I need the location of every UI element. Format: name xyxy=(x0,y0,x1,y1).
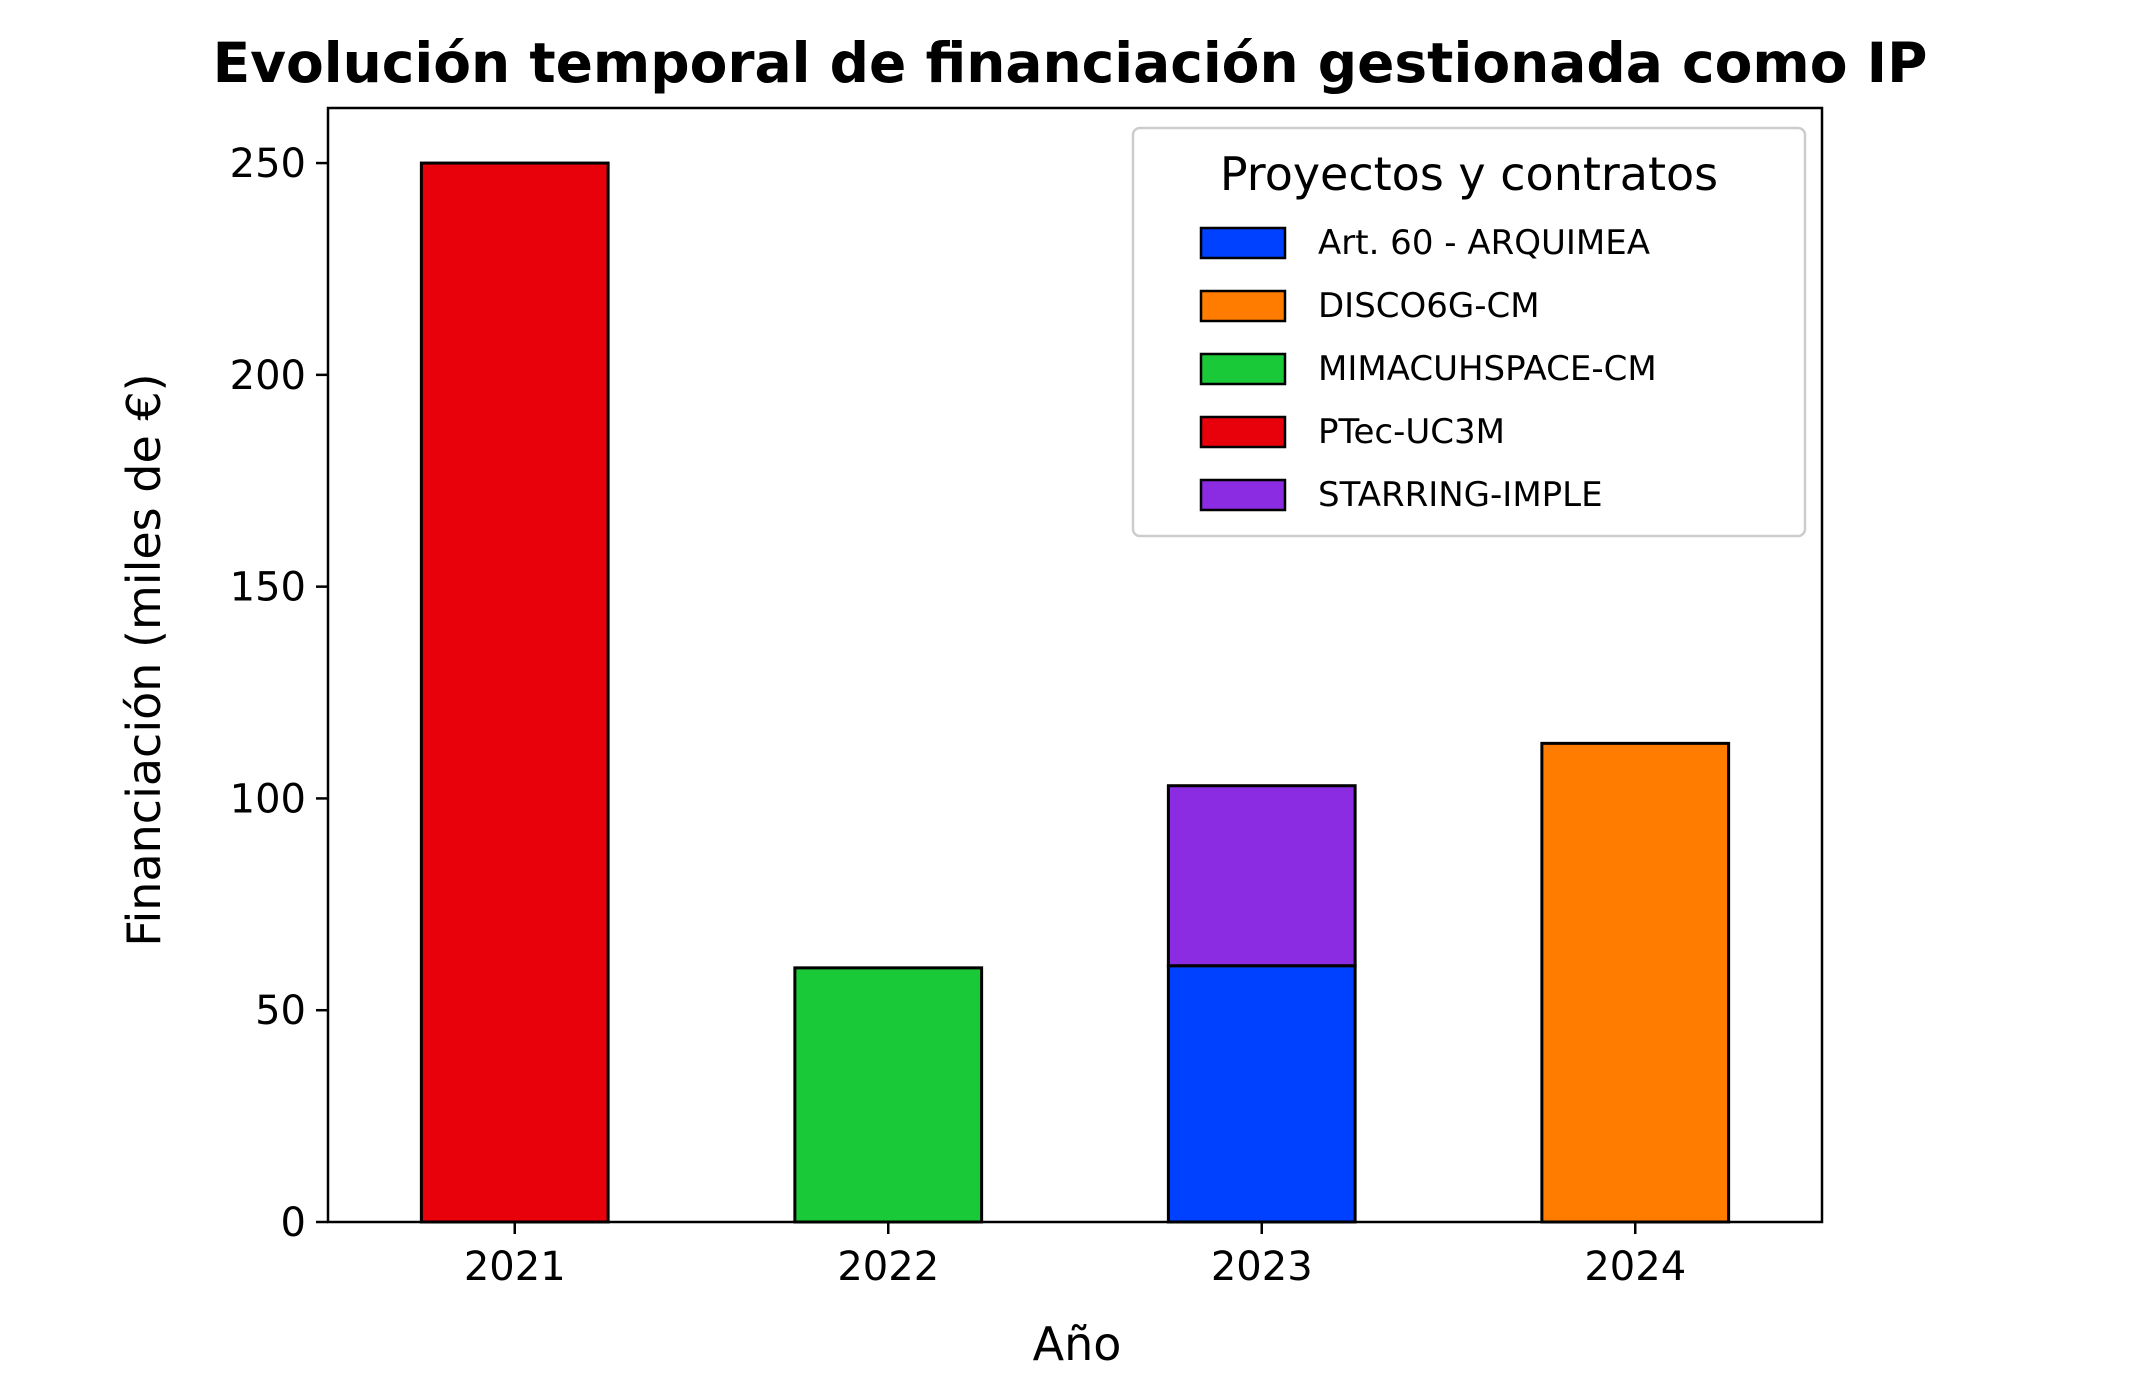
bar-starring-imple-2023 xyxy=(1166,784,1357,968)
y-axis-label: Financiación (miles de €) xyxy=(117,373,171,946)
x-tick-label: 2022 xyxy=(837,1244,939,1290)
y-tick-label: 200 xyxy=(230,353,306,399)
legend-swatch xyxy=(1199,352,1287,386)
x-tick-label: 2024 xyxy=(1584,1244,1686,1290)
axes: 0 50 100 150 200 250 2021 2022 2023 2024 xyxy=(230,106,1824,1290)
y-tick-label: 0 xyxy=(281,1200,306,1246)
legend-label: STARRING-IMPLE xyxy=(1318,475,1603,515)
legend-label: PTec-UC3M xyxy=(1318,412,1505,452)
legend-swatch xyxy=(1199,478,1287,512)
x-tick-label: 2021 xyxy=(464,1244,566,1290)
legend-swatch xyxy=(1199,415,1287,449)
legend: Proyectos y contratos Art. 60 - ARQUIMEA D… xyxy=(1131,126,1807,538)
y-tick-label: 150 xyxy=(230,565,306,611)
x-axis-label: Año xyxy=(1033,1317,1122,1371)
legend-title: Proyectos y contratos xyxy=(1220,147,1718,201)
plot-area xyxy=(419,161,1731,1224)
axes-frame xyxy=(326,106,1824,1224)
legend-swatch xyxy=(1199,289,1287,323)
y-tick-label: 50 xyxy=(255,988,306,1034)
legend-label: DISCO6G-CM xyxy=(1318,286,1540,326)
bar-mimacuhspace-cm-2022 xyxy=(793,966,984,1224)
bar-disco6g-cm-2024 xyxy=(1540,741,1731,1224)
legend-swatch xyxy=(1199,226,1287,260)
bar-ptec-uc3m-2021 xyxy=(419,161,610,1224)
bar-art-60-arquimea-2023 xyxy=(1166,964,1357,1224)
legend-label: Art. 60 - ARQUIMEA xyxy=(1318,223,1650,263)
chart-title: Evolución temporal de financiación gesti… xyxy=(213,31,1928,95)
y-tick-label: 250 xyxy=(230,141,306,187)
x-tick-label: 2023 xyxy=(1211,1244,1313,1290)
y-tick-label: 100 xyxy=(230,776,306,822)
legend-box xyxy=(1131,126,1807,538)
legend-label: MIMACUHSPACE-CM xyxy=(1318,349,1657,389)
